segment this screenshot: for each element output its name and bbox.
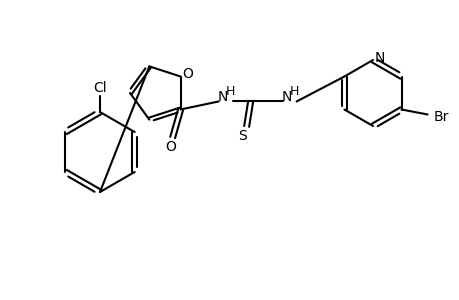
- Text: H: H: [225, 85, 235, 98]
- Text: H: H: [289, 85, 299, 98]
- Text: N: N: [217, 91, 227, 104]
- Text: Br: Br: [433, 110, 448, 124]
- Text: O: O: [182, 67, 193, 80]
- Text: N: N: [374, 51, 384, 65]
- Text: Cl: Cl: [93, 81, 106, 95]
- Text: N: N: [281, 91, 291, 104]
- Text: O: O: [165, 140, 176, 154]
- Text: S: S: [238, 130, 246, 143]
